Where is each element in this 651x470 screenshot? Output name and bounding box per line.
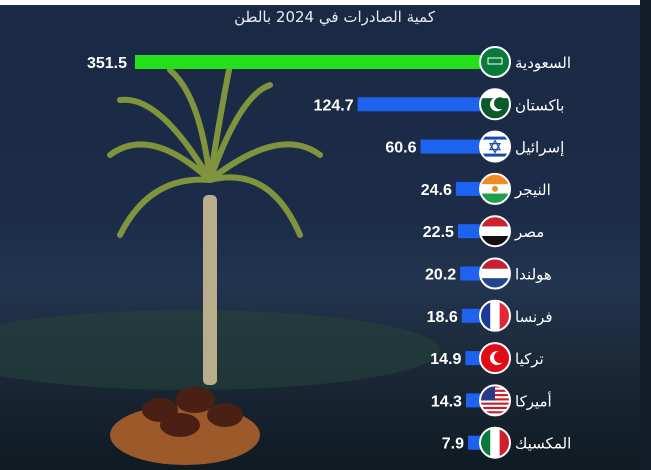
value-label: 351.5 — [87, 55, 127, 72]
category-label: أميركا — [515, 391, 552, 410]
bar-niger — [455, 181, 480, 196]
saudi-arabia-flag-icon — [479, 46, 511, 78]
pakistan-flag-icon — [479, 88, 511, 121]
france-flag-icon — [479, 299, 511, 332]
mexico-flag-icon — [479, 426, 511, 459]
value-label: 7.9 — [442, 436, 464, 453]
value-label: 60.6 — [385, 140, 416, 157]
usa-flag-icon — [479, 384, 511, 417]
niger-flag-icon — [479, 172, 511, 205]
bar-egypt — [457, 224, 480, 239]
palm-tree-illustration — [0, 62, 440, 465]
bar-netherlands — [460, 266, 480, 281]
category-label: هولندا — [515, 266, 552, 284]
value-label: 14.9 — [430, 351, 461, 368]
value-label: 124.7 — [314, 97, 354, 114]
value-label: 14.3 — [431, 393, 462, 410]
category-label: النيجر — [514, 181, 551, 199]
value-label: 20.2 — [425, 267, 456, 284]
category-label: باكستان — [515, 96, 564, 114]
bar-mexico — [468, 435, 480, 450]
chart-title: كمية الصادرات في 2024 بالطن — [234, 8, 435, 26]
israel-flag-icon — [479, 130, 511, 163]
value-label: 18.6 — [427, 309, 458, 326]
category-label: مصر — [514, 223, 544, 241]
egypt-flag-icon — [479, 215, 511, 248]
bar-saudi-arabia — [135, 55, 480, 69]
bar-france — [461, 308, 480, 323]
category-label: تركيا — [515, 350, 544, 368]
category-label: السعودية — [515, 54, 571, 72]
chart-background: كمية الصادرات في 2024 بالطن 351.5 السعودي… — [0, 5, 640, 470]
frame-edge — [640, 0, 651, 470]
category-label: إسرائيل — [515, 139, 564, 157]
category-label: فرنسا — [515, 308, 553, 326]
bar-usa — [465, 393, 480, 408]
bar-pakistan — [357, 97, 480, 112]
bar-chart: 351.5 السعودية 124.7 باكستان 60.6 إسرائيل 24.6… — [0, 46, 571, 465]
value-label: 22.5 — [423, 224, 454, 241]
category-label: المكسيك — [515, 435, 571, 453]
bar-israel — [420, 139, 480, 154]
netherlands-flag-icon — [479, 257, 511, 290]
bar-turkey — [465, 351, 480, 366]
value-label: 24.6 — [421, 182, 452, 199]
turkey-flag-icon — [479, 342, 511, 375]
